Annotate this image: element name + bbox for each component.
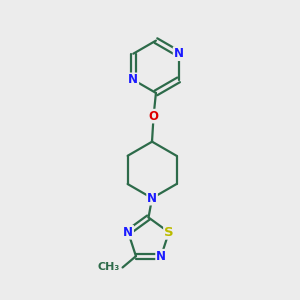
Text: N: N [128,74,138,86]
Text: N: N [147,192,157,205]
Text: S: S [164,226,174,239]
Text: CH₃: CH₃ [98,262,120,272]
Text: O: O [148,110,159,123]
Text: N: N [123,226,133,239]
Text: N: N [156,250,166,263]
Text: N: N [174,47,184,60]
